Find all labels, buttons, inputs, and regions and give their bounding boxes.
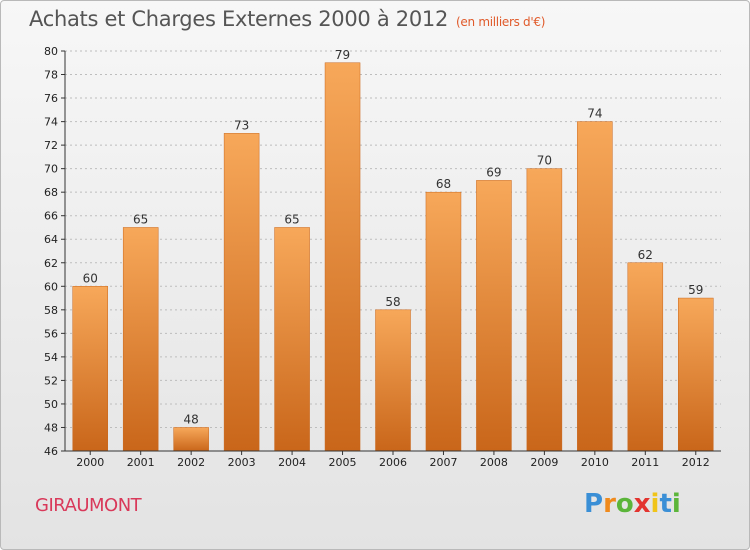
commune-name: GIRAUMONT <box>35 495 142 516</box>
y-tick-label: 78 <box>44 69 58 82</box>
x-tick-label-2009: 2009 <box>530 456 558 469</box>
y-tick-label: 74 <box>44 116 58 129</box>
bar-2002 <box>173 427 209 452</box>
value-label-2004: 65 <box>284 212 299 226</box>
x-tick-label-2002: 2002 <box>177 456 205 469</box>
bar-2009 <box>526 168 563 452</box>
y-tick-label: 80 <box>44 45 58 58</box>
y-tick-label: 50 <box>44 398 58 411</box>
axes <box>61 50 721 455</box>
x-tick-label-2006: 2006 <box>379 456 407 469</box>
logo-letter: P <box>584 489 604 519</box>
bar-2003 <box>223 133 260 452</box>
y-tick-label: 58 <box>44 304 58 317</box>
x-tick-label-2000: 2000 <box>76 456 104 469</box>
bar-2008 <box>476 180 512 452</box>
y-tick-label: 46 <box>44 445 58 458</box>
x-tick-label-2003: 2003 <box>228 456 256 469</box>
y-tick-label: 60 <box>44 280 58 293</box>
x-tick-label-2012: 2012 <box>682 456 710 469</box>
y-tick-label: 54 <box>44 351 58 364</box>
logo-letter: x <box>633 489 651 519</box>
y-tick-label: 66 <box>44 210 58 223</box>
x-tick-label-2008: 2008 <box>480 456 508 469</box>
logo-letter: o <box>615 489 634 519</box>
proxiti-logo: Proxiti <box>584 489 681 519</box>
x-tick-label-2011: 2011 <box>631 456 659 469</box>
y-tick-label: 56 <box>44 327 58 340</box>
y-tick-label: 68 <box>44 186 58 199</box>
logo-letter: r <box>603 489 616 519</box>
bar-2001 <box>122 227 159 452</box>
x-tick-label-2005: 2005 <box>329 456 357 469</box>
value-label-2012: 59 <box>688 283 703 297</box>
y-tick-label: 62 <box>44 257 58 270</box>
logo-letter: t <box>659 489 672 519</box>
y-tick-label: 48 <box>44 421 58 434</box>
bar-2006 <box>375 309 411 452</box>
chart-title: Achats et Charges Externes 2000 à 2012 (e… <box>29 7 545 31</box>
bar-2005 <box>324 62 361 452</box>
value-label-2011: 62 <box>638 248 653 262</box>
logo-letter: i <box>650 489 660 519</box>
x-tick-label-2004: 2004 <box>278 456 306 469</box>
chart-title-text: Achats et Charges Externes 2000 à 2012 <box>29 7 449 31</box>
chart-unit: (en milliers d'€) <box>456 15 546 29</box>
value-label-2008: 69 <box>486 165 501 179</box>
value-label-2001: 65 <box>133 212 148 226</box>
y-tick-label: 72 <box>44 139 58 152</box>
bar-2007 <box>425 191 462 452</box>
bar-2004 <box>274 227 310 452</box>
y-tick-label: 64 <box>44 233 58 246</box>
value-label-2003: 73 <box>234 118 249 132</box>
labels: 46 48 50 52 54 56 58 60 62 64 66 68 70 72 74 76 78 80 60 20… <box>44 45 710 469</box>
bar-2011 <box>627 262 664 452</box>
bar-2010 <box>577 121 613 452</box>
y-tick-label: 70 <box>44 163 58 176</box>
logo-letter: i <box>671 489 681 519</box>
x-tick-label-2007: 2007 <box>429 456 457 469</box>
bars <box>72 62 714 452</box>
bar-2000 <box>72 286 108 452</box>
value-label-2010: 74 <box>587 107 602 121</box>
value-label-2002: 48 <box>184 412 199 426</box>
x-tick-label-2010: 2010 <box>581 456 609 469</box>
bar-2012 <box>678 297 714 452</box>
x-tick-label-2001: 2001 <box>127 456 155 469</box>
value-label-2005: 79 <box>335 48 350 62</box>
y-tick-label: 76 <box>44 92 58 105</box>
value-label-2007: 68 <box>436 177 451 191</box>
value-label-2000: 60 <box>83 271 98 285</box>
value-label-2006: 58 <box>385 295 400 309</box>
value-label-2009: 70 <box>537 154 552 168</box>
y-tick-label: 52 <box>44 374 58 387</box>
